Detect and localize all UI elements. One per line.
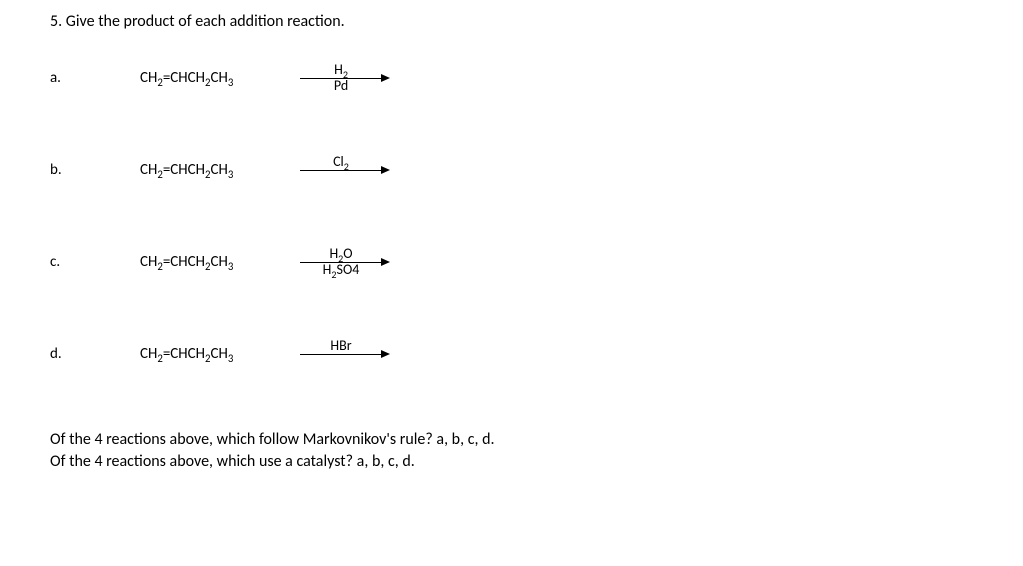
arrow-reagent-top: H2O	[300, 247, 382, 262]
question-number: 5.	[50, 12, 62, 31]
reaction-a: a. CH2=CHCH2CH3 H2 Pd	[50, 61, 973, 95]
part-label: a.	[50, 69, 140, 87]
arrow-reagent-bottom	[300, 170, 382, 171]
reactant-formula: CH2=CHCH2CH3	[140, 345, 300, 363]
reactant-formula: CH2=CHCH2CH3	[140, 69, 300, 87]
arrow-head	[381, 74, 390, 82]
part-label: d.	[50, 345, 140, 363]
arrow-reagent-top: H2	[300, 63, 382, 78]
arrow-reagent-bottom: Pd	[300, 78, 382, 93]
footer-q2: Of the 4 reactions above, which use a ca…	[50, 451, 973, 473]
question-title: 5. Give the product of each addition rea…	[50, 12, 973, 31]
page: 5. Give the product of each addition rea…	[0, 0, 1023, 486]
reactant-formula: CH2=CHCH2CH3	[140, 253, 300, 271]
reaction-arrow: H2 Pd	[300, 61, 390, 95]
arrow-reagent-bottom	[300, 354, 382, 355]
reaction-c: c. CH2=CHCH2CH3 H2O H2SO4	[50, 245, 973, 279]
footer-q1: Of the 4 reactions above, which follow M…	[50, 429, 973, 451]
part-label: c.	[50, 253, 140, 271]
arrow-reagent-top: Cl2	[300, 155, 382, 170]
question-prompt: Give the product of each addition reacti…	[66, 12, 345, 31]
reaction-arrow: HBr	[300, 337, 390, 371]
arrow-reagent-top: HBr	[300, 339, 382, 354]
arrow-head	[381, 258, 390, 266]
arrow-reagent-bottom: H2SO4	[300, 262, 382, 277]
footer-questions: Of the 4 reactions above, which follow M…	[50, 429, 973, 474]
reaction-d: d. CH2=CHCH2CH3 HBr	[50, 337, 973, 371]
reactant-formula: CH2=CHCH2CH3	[140, 161, 300, 179]
arrow-head	[381, 350, 390, 358]
reaction-arrow: Cl2	[300, 153, 390, 187]
reaction-b: b. CH2=CHCH2CH3 Cl2	[50, 153, 973, 187]
part-label: b.	[50, 161, 140, 179]
reaction-arrow: H2O H2SO4	[300, 245, 390, 279]
arrow-head	[381, 166, 390, 174]
